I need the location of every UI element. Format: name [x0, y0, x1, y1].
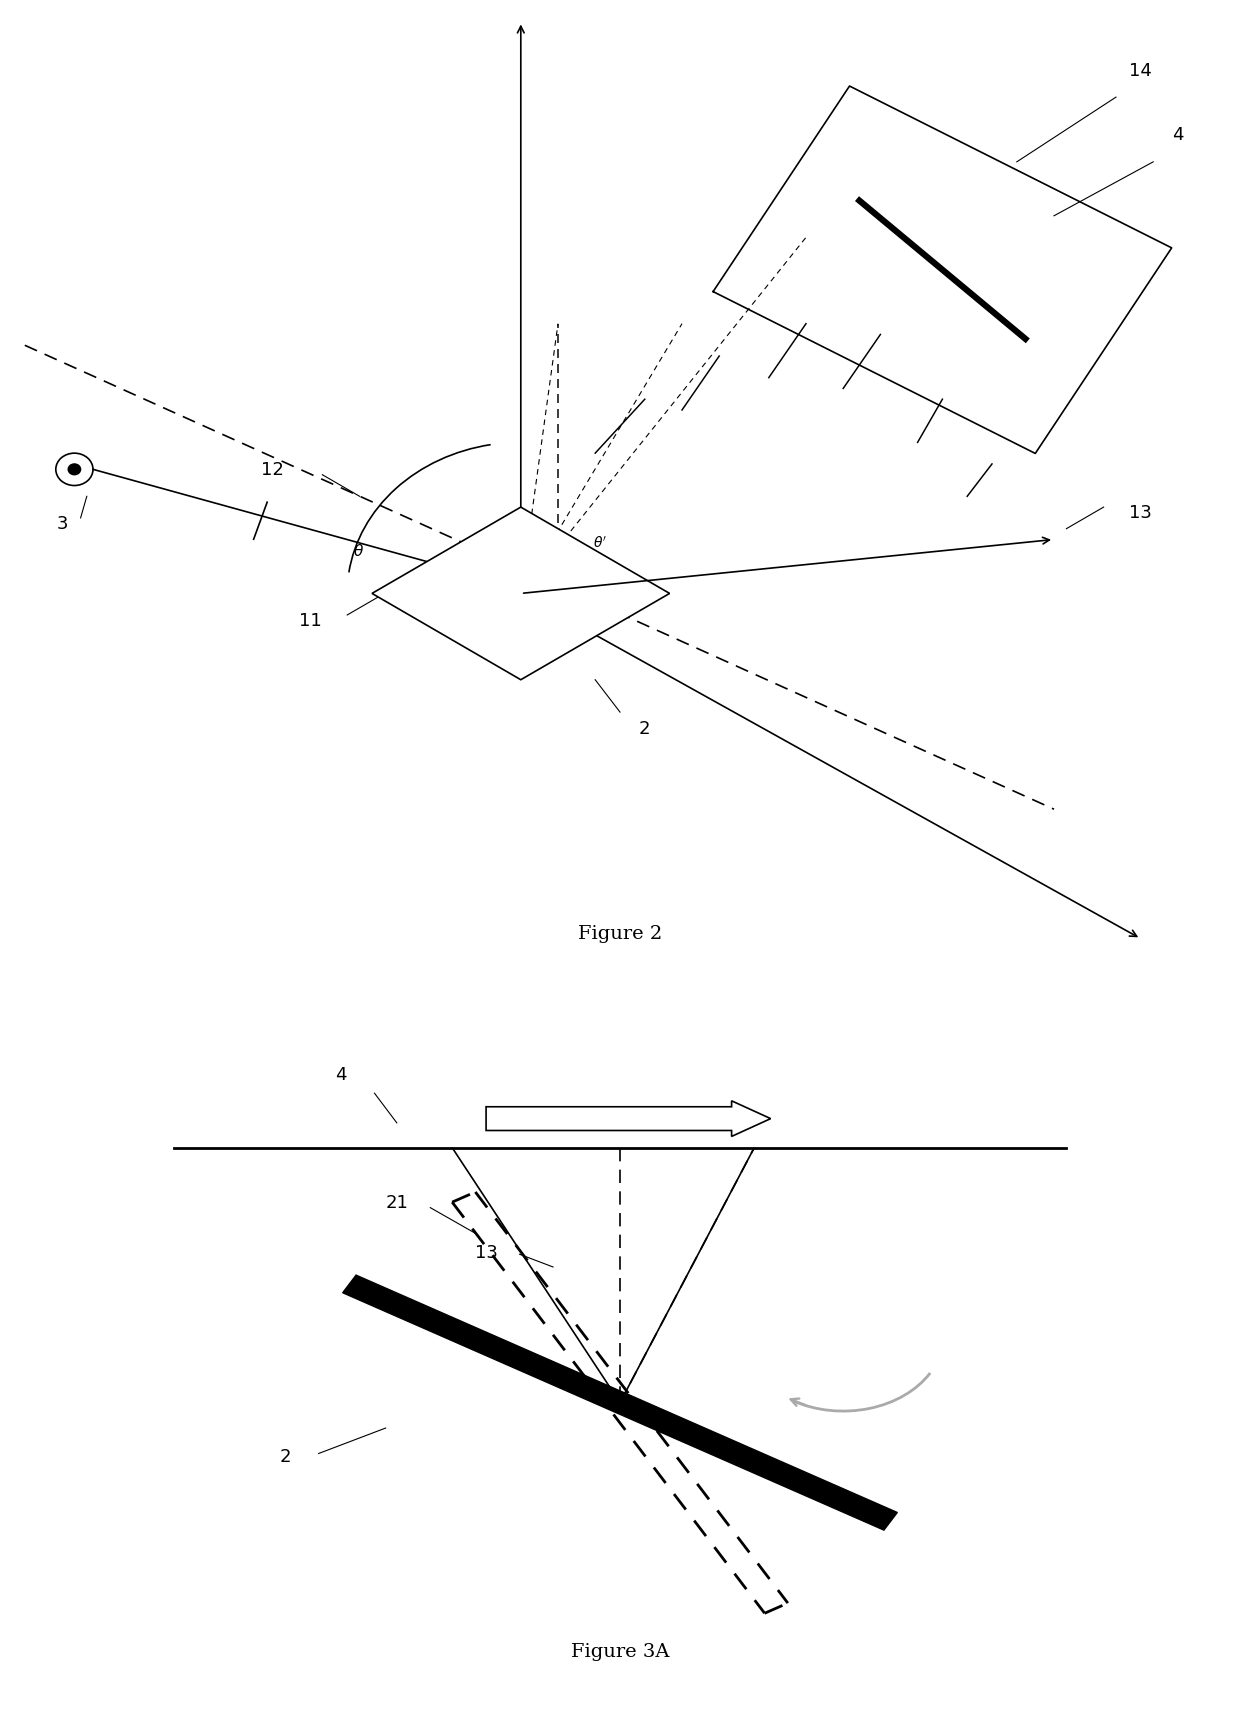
Text: Figure 3A: Figure 3A: [570, 1642, 670, 1661]
Text: 2: 2: [279, 1448, 291, 1465]
Text: 11: 11: [299, 612, 321, 629]
Text: 2: 2: [639, 720, 651, 737]
FancyArrow shape: [486, 1101, 770, 1136]
Text: $\theta'$: $\theta'$: [593, 536, 606, 551]
Text: Figure 2: Figure 2: [578, 924, 662, 943]
Text: 21: 21: [386, 1193, 408, 1212]
Text: 3: 3: [56, 515, 68, 532]
Circle shape: [68, 465, 81, 475]
Text: 4: 4: [335, 1066, 347, 1084]
Text: 14: 14: [1130, 61, 1152, 80]
Polygon shape: [342, 1274, 898, 1529]
Text: 12: 12: [262, 461, 284, 479]
Polygon shape: [372, 506, 670, 680]
Text: 13: 13: [475, 1245, 497, 1262]
Circle shape: [610, 1394, 630, 1410]
Text: 4: 4: [1172, 127, 1184, 144]
Text: $\theta$: $\theta$: [353, 543, 365, 558]
Text: 13: 13: [1130, 505, 1152, 522]
